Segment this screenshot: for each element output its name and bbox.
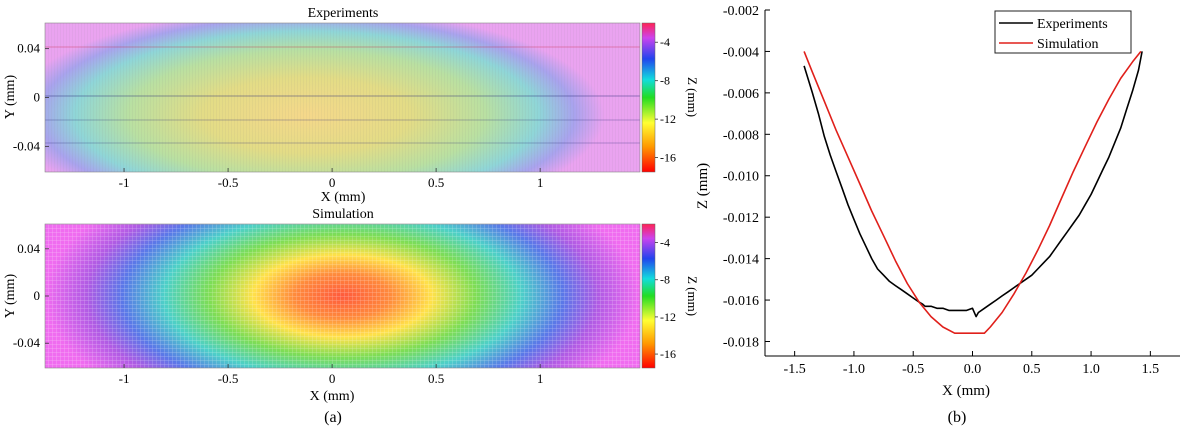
y-tick-label: -0.04 <box>13 138 41 153</box>
x-axis-label: X (mm) <box>310 389 355 404</box>
y-tick-label: -0.004 <box>723 45 759 60</box>
x-tick-label: -1.5 <box>784 362 806 377</box>
x-tick-label: 1.5 <box>1142 362 1160 377</box>
y-axis-label: Z (mm) <box>695 163 711 209</box>
y-tick-label: 0 <box>34 288 41 303</box>
colorbar <box>641 223 656 369</box>
colorbar-tick-label: -12 <box>660 112 676 126</box>
x-tick-label: -1 <box>119 175 130 190</box>
colorbar-tick-label: -8 <box>660 273 670 287</box>
panel-a-label: (a) <box>324 409 342 426</box>
series-line-simulation <box>803 50 1142 334</box>
y-tick-label: -0.012 <box>723 211 759 226</box>
legend-label-experiments: Experiments <box>1037 17 1108 32</box>
x-tick-label: -1.0 <box>843 362 865 377</box>
colorbar-tick-label: -12 <box>660 310 676 324</box>
y-tick-label: -0.010 <box>723 170 759 185</box>
colorbar <box>641 22 656 173</box>
y-tick-label: -0.018 <box>723 335 759 350</box>
y-tick-label: 0.04 <box>17 241 40 256</box>
y-tick-label: -0.002 <box>723 4 759 19</box>
x-tick-label: 0.5 <box>428 175 444 190</box>
heatmap-experiments: Experiments -1 -0.5 0 0.5 1 0.04 0 -0.04 X (mm)… <box>3 6 700 205</box>
colorbar-tick-label: -16 <box>660 347 676 361</box>
x-tick-label: 1 <box>537 371 544 386</box>
y-tick-label: 0 <box>34 90 41 105</box>
heatmap-title: Experiments <box>308 6 379 21</box>
heatmap-simulation: Simulation -1 -0.5 0 0.5 10.040-0.04 X (mm) … <box>3 207 700 404</box>
y-tick-label: 0.04 <box>17 41 40 56</box>
colorbar-tick-label: -4 <box>660 236 670 250</box>
x-tick-label: 1.0 <box>1082 362 1100 377</box>
legend-label-simulation: Simulation <box>1037 37 1098 52</box>
y-tick-label: -0.006 <box>723 87 759 102</box>
y-axis-label: Y (mm) <box>3 75 18 120</box>
x-tick-label: 1 <box>537 175 544 190</box>
colorbar-tick-label: -8 <box>660 74 670 88</box>
heatmap-plot-area <box>44 223 641 369</box>
x-tick-label: -1 <box>119 371 130 386</box>
heatmap-title: Simulation <box>312 207 373 222</box>
y-axis-label: Y (mm) <box>3 274 18 319</box>
colorbar-tick-label: -4 <box>660 35 670 49</box>
series-line-experiments <box>803 51 1143 318</box>
y-tick-label: -0.04 <box>13 335 41 350</box>
heatmap-plot-area <box>44 22 641 173</box>
line-chart: -1.5 -1.0 -0.5 0.0 0.5 1.0 1.5 -0.002 -0.004 -0.0… <box>695 4 1180 399</box>
x-tick-label: -0.5 <box>902 362 924 377</box>
y-tick-label: -0.016 <box>723 294 759 309</box>
x-axis-label: X (mm) <box>321 190 366 205</box>
legend-box <box>994 10 1132 54</box>
x-tick-label: -0.5 <box>218 371 239 386</box>
y-tick-label: -0.014 <box>723 253 759 268</box>
panel-b-label: (b) <box>948 409 967 426</box>
x-tick-label: -0.5 <box>218 175 239 190</box>
x-tick-label: 0 <box>329 175 336 190</box>
x-axis-label: X (mm) <box>942 383 990 399</box>
colorbar-label: Z (mm) <box>685 77 700 117</box>
colorbar-label: Z (mm) <box>685 276 700 316</box>
y-tick-label: -0.008 <box>723 128 759 143</box>
colorbar-tick-label: -16 <box>660 151 676 165</box>
x-tick-label: 0.5 <box>1023 362 1041 377</box>
x-tick-label: 0 <box>329 371 336 386</box>
x-tick-label: 0.5 <box>428 371 444 386</box>
legend: Experiments Simulation <box>994 10 1132 54</box>
x-tick-label: 0.0 <box>964 362 982 377</box>
